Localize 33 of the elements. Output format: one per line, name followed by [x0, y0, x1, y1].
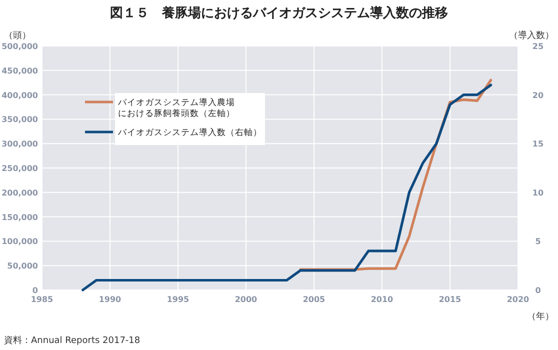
- y-tick-label: 250,000: [2, 164, 38, 173]
- y2-tick-label: 0: [535, 286, 542, 295]
- y2-tick-label: 10: [532, 188, 544, 198]
- y2-axis-title: （導入数）: [509, 30, 554, 41]
- line-series: [82, 84, 492, 292]
- y-tick-label: 500,000: [2, 42, 38, 51]
- text: 資料：Annual Reports 2017-18: [4, 335, 140, 346]
- x-tick-label: 2000: [234, 295, 258, 304]
- y-tick-label: 0: [32, 286, 38, 295]
- legend-label: バイオガスシステム導入数（右軸）: [117, 127, 262, 138]
- y-axis-title: （頭）: [4, 31, 31, 41]
- x-tick-label: 2015: [438, 295, 462, 304]
- y2-tick-label: 5: [535, 237, 542, 246]
- y-tick-label: 100,000: [2, 237, 38, 246]
- x-tick-label: 2005: [302, 295, 326, 304]
- chart-title: 図１５ 養豚場におけるバイオガスシステム導入数の推移: [110, 5, 448, 21]
- x-tick-label: 2020: [506, 295, 530, 304]
- y-tick-label: 50,000: [7, 262, 38, 271]
- y-tick-label: 350,000: [2, 115, 38, 124]
- legend-label: バイオガスシステム導入農場における豚飼養頭数（左軸）: [117, 97, 235, 119]
- y-tick-label: 400,000: [2, 90, 38, 100]
- y2-tick-label: 25: [532, 42, 544, 51]
- y-tick-label: 300,000: [2, 140, 38, 149]
- x-tick-label: 2010: [370, 295, 394, 304]
- y-tick-label: 450,000: [2, 66, 38, 76]
- x-tick-label: 1995: [166, 295, 190, 304]
- x-tick-label: 1990: [98, 295, 122, 304]
- y2-tick-label: 15: [532, 140, 544, 149]
- x-axis-title: （年）: [527, 311, 554, 322]
- y-tick-label: 150,000: [2, 212, 38, 222]
- y-tick-label: 200,000: [2, 188, 38, 198]
- y2-tick-label: 20: [532, 90, 544, 100]
- x-tick-label: 1985: [30, 295, 54, 304]
